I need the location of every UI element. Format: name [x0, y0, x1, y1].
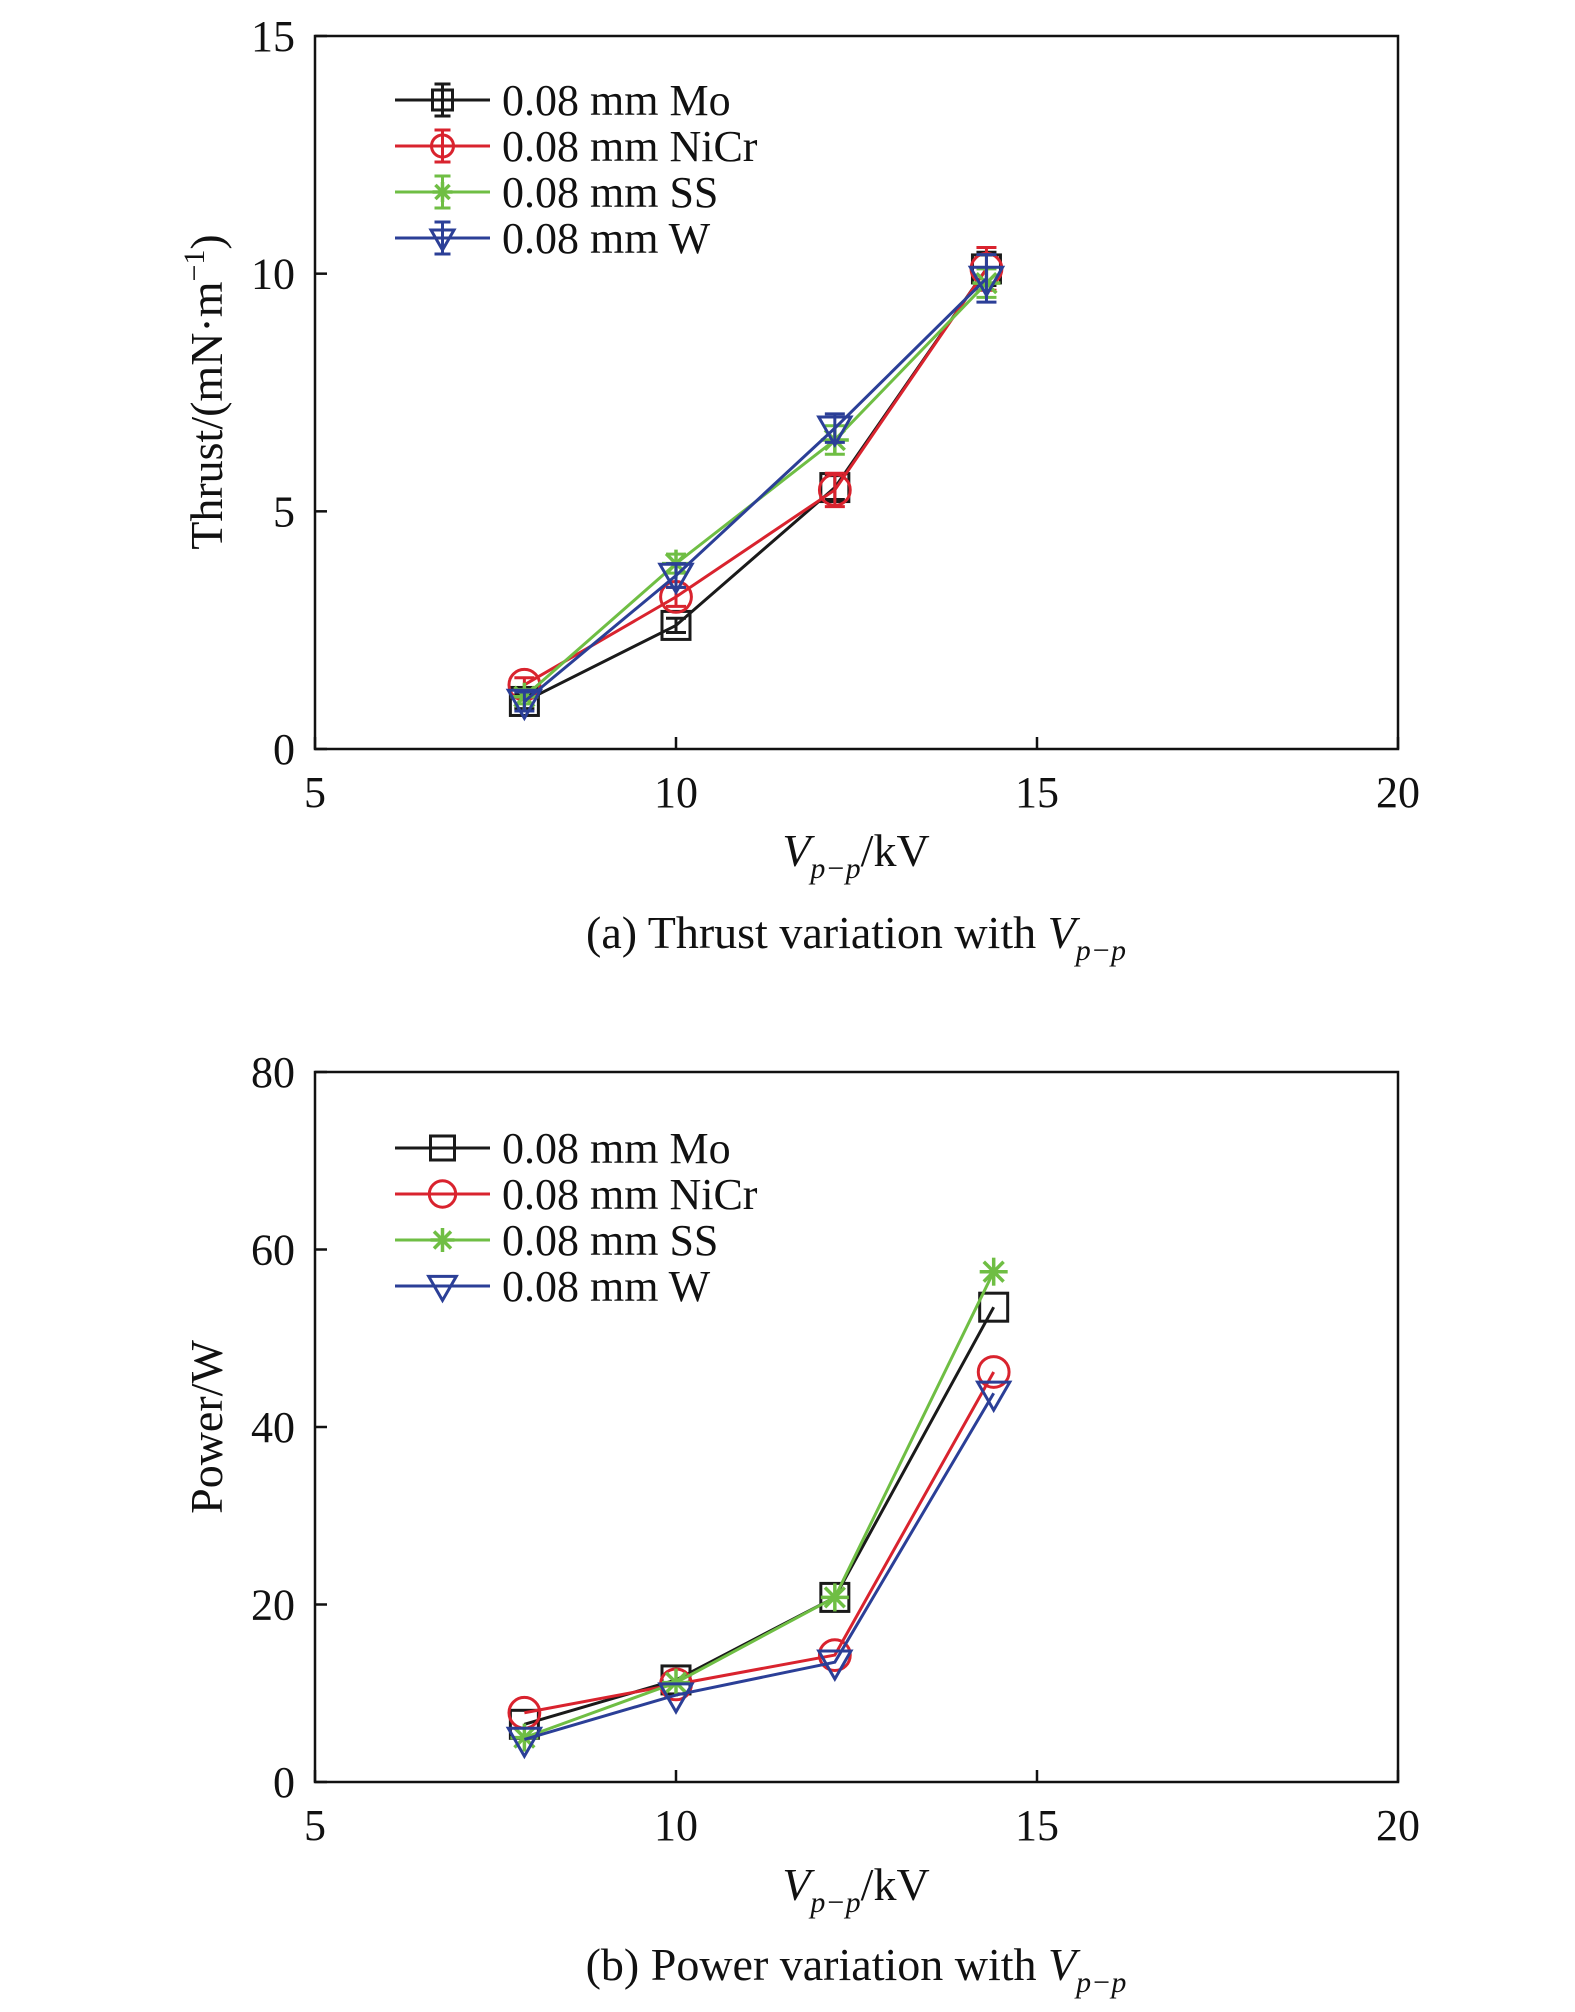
data-point-w [974, 1380, 1013, 1414]
ticks-b: 5 10 15 20 0 20 40 60 80 [251, 1048, 1420, 1850]
data-point-w [967, 265, 1006, 299]
data-point-mo [978, 1291, 1010, 1323]
data-point-w [816, 415, 854, 448]
series-w [505, 1380, 1013, 1760]
series-line-w [523, 1392, 995, 1741]
x-tick-label: 10 [654, 1801, 698, 1850]
y-tick-label: 0 [273, 725, 295, 774]
legend-label-mo: 0.08 mm Mo [502, 76, 731, 125]
series-nicr [507, 1355, 1011, 1730]
x-axis-label-b: Vp−p/kV [782, 1859, 929, 1919]
x-tick-label: 15 [1015, 1801, 1059, 1850]
series-a [505, 246, 1006, 722]
data-point-w [657, 562, 695, 596]
legend-item-nicr: 0.08 mm NiCr [395, 122, 758, 171]
caption-b: (b) Power variation with Vp−p [586, 1939, 1127, 1999]
legend-label-ss: 0.08 mm SS [502, 1216, 718, 1265]
series-line-nicr [523, 268, 988, 687]
plot-frame-b [313, 1070, 1400, 1784]
series-b [505, 1257, 1013, 1760]
series-nicr [507, 246, 1004, 702]
data-point-ss [820, 1583, 849, 1612]
y-tick-label: 20 [251, 1581, 295, 1630]
x-tick-label: 20 [1376, 1801, 1420, 1850]
legend-marker-w [426, 1274, 459, 1304]
series-mo [508, 1291, 1010, 1740]
error-bar [666, 616, 686, 635]
error-bar [514, 690, 535, 713]
x-tick-label: 15 [1015, 768, 1059, 817]
x-tick-label: 5 [304, 768, 326, 817]
legend-marker-ss [432, 182, 453, 202]
data-point-nicr [976, 1355, 1011, 1389]
y-tick-label: 40 [251, 1403, 295, 1452]
legend-label-w: 0.08 mm W [502, 1262, 711, 1311]
plot-frame-a [313, 34, 1400, 751]
legend-item-nicr: 0.08 mm NiCr [395, 1170, 758, 1219]
x-tick-label: 5 [304, 1801, 326, 1850]
legend-label-ss: 0.08 mm SS [502, 168, 718, 217]
legend-item-mo: 0.08 mm Mo [395, 76, 731, 125]
data-point-nicr [817, 473, 852, 507]
legend-marker-ss [430, 1228, 455, 1252]
data-point-ss [979, 1257, 1008, 1286]
x-tick-label: 10 [654, 768, 698, 817]
legend-item-ss: 0.08 mm SS [395, 168, 718, 217]
data-point-w [505, 688, 544, 722]
y-tick-label: 5 [273, 487, 295, 536]
legend-marker-mo [429, 1134, 456, 1162]
legend-label-mo: 0.08 mm Mo [502, 1124, 731, 1173]
y-tick-label: 15 [251, 12, 295, 61]
legend-marker-mo [431, 88, 454, 112]
series-line-mo [523, 1306, 995, 1726]
data-point-w [816, 1649, 854, 1682]
legend-item-ss: 0.08 mm SS [395, 1216, 718, 1265]
legend-marker-nicr [427, 1179, 458, 1209]
series-line-nicr [524, 1371, 995, 1715]
y-tick-label: 0 [273, 1758, 295, 1807]
legend-label-w: 0.08 mm W [502, 214, 711, 263]
y-tick-label: 60 [251, 1226, 295, 1275]
data-point-w [505, 1726, 544, 1760]
legend-marker-nicr [430, 133, 455, 159]
legend-item-w: 0.08 mm W [395, 214, 711, 263]
y-tick-label: 80 [251, 1048, 295, 1097]
series-w [505, 253, 1006, 722]
legend-item-w: 0.08 mm W [395, 1262, 711, 1311]
legend-label-nicr: 0.08 mm NiCr [502, 1170, 758, 1219]
legend-label-nicr: 0.08 mm NiCr [502, 122, 758, 171]
legend-marker-w [428, 228, 457, 254]
legend-item-mo: 0.08 mm Mo [395, 1124, 731, 1173]
series-ss [510, 1257, 1008, 1752]
y-tick-label: 10 [251, 250, 295, 299]
series-line-ss [523, 1271, 996, 1740]
y-axis-label-b: Power/W [181, 1340, 232, 1514]
y-axis-label-a: Thrust/(mN·m−1) [178, 234, 232, 550]
x-tick-label: 20 [1376, 768, 1420, 817]
x-axis-label-a: Vp−p/kV [782, 825, 929, 885]
data-point-w [657, 1682, 695, 1715]
caption-a: (a) Thrust variation with Vp−p [586, 907, 1126, 967]
series-line-w [523, 277, 988, 703]
